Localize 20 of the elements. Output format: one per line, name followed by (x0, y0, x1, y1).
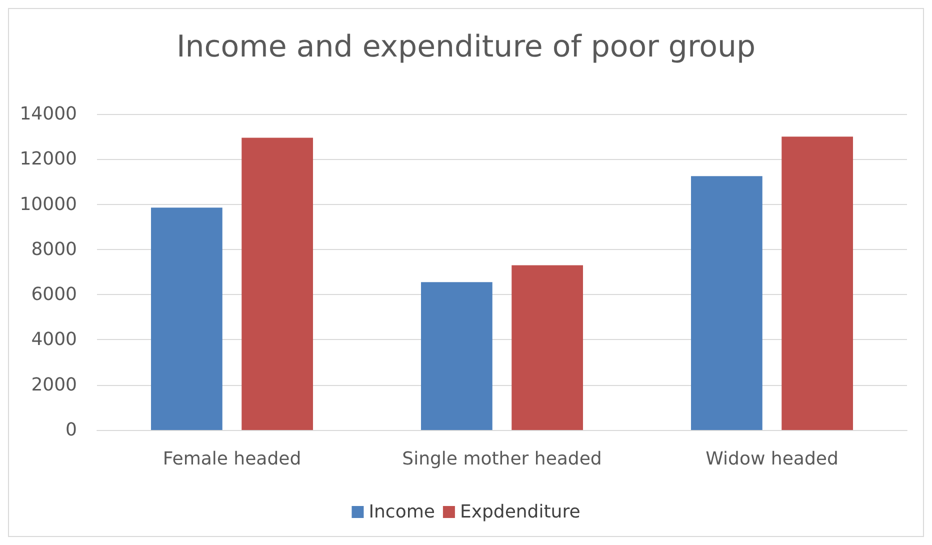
y-tick-label: 12000 (20, 148, 77, 170)
bar (242, 138, 313, 430)
y-tick-label: 2000 (31, 374, 77, 396)
y-tick-label: 10000 (20, 194, 77, 215)
chart-title: Income and expenditure of poor group (176, 30, 756, 64)
legend-label: Income (368, 502, 435, 522)
x-tick-label: Widow headed (706, 448, 838, 470)
x-tick-label: Female headed (162, 448, 302, 470)
y-tick-label: 14000 (20, 104, 77, 124)
bar (512, 265, 583, 430)
bar (421, 282, 492, 430)
x-tick-label: Single mother headed (402, 448, 602, 470)
y-tick-label: 4000 (31, 329, 77, 350)
y-tick-label: 8000 (31, 238, 77, 260)
bar (691, 176, 762, 430)
bar (782, 136, 853, 430)
bar (151, 208, 222, 430)
y-tick-label: 6000 (31, 284, 77, 306)
legend-label: Expdenditure (460, 502, 580, 522)
y-tick-label: 0 (66, 420, 77, 440)
